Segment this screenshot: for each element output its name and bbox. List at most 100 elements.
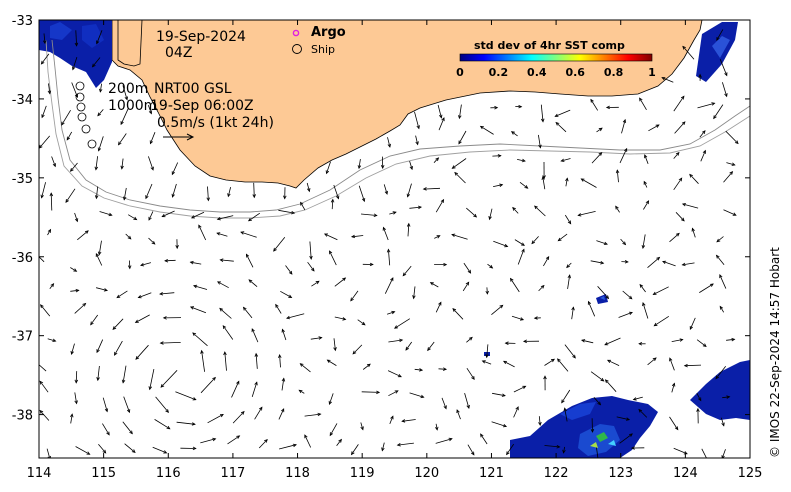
- current-vector-head: [435, 157, 440, 162]
- current-vector-head: [691, 227, 695, 232]
- current-vector-head: [97, 147, 102, 152]
- current-vector-head: [416, 125, 420, 130]
- y-tick-label: -34: [12, 93, 33, 108]
- current-vector-head: [489, 264, 494, 269]
- current-vector-head: [189, 306, 195, 310]
- current-vector: [441, 397, 447, 409]
- current-vector: [596, 127, 603, 133]
- current-vector: [713, 104, 724, 119]
- current-vector-head: [286, 315, 291, 320]
- current-vector: [279, 354, 281, 368]
- current-vector-head: [701, 130, 706, 134]
- x-tick-label: 114: [27, 466, 52, 481]
- current-vector: [409, 160, 413, 170]
- current-vector: [71, 82, 78, 98]
- current-vector: [581, 178, 597, 188]
- current-vector-head: [622, 118, 627, 124]
- current-vector-head: [325, 170, 330, 175]
- current-vector-head: [74, 400, 78, 405]
- current-vector: [409, 206, 422, 209]
- current-vector: [512, 207, 519, 214]
- current-vector: [207, 414, 224, 424]
- current-vector-head: [521, 158, 526, 163]
- current-vector-head: [212, 437, 217, 442]
- current-vector-head: [306, 188, 311, 193]
- x-tick-label: 119: [350, 466, 375, 481]
- current-vector: [190, 306, 207, 314]
- current-vector: [49, 283, 54, 289]
- current-vector-head: [121, 379, 126, 384]
- current-vector-head: [171, 171, 175, 176]
- current-vector: [217, 281, 229, 289]
- current-vector: [555, 109, 571, 117]
- colorbar-tick-label: 0.6: [565, 66, 585, 79]
- x-tick-label: 123: [608, 466, 633, 481]
- contour-200m: [51, 39, 750, 213]
- current-vector-head: [510, 277, 514, 282]
- current-vector-head: [731, 162, 736, 166]
- current-vector-head: [326, 359, 331, 364]
- current-vector-head: [396, 443, 401, 447]
- current-vector-head: [212, 376, 216, 381]
- current-vector: [642, 302, 649, 319]
- current-vector-head: [696, 407, 700, 412]
- current-vector: [334, 316, 346, 320]
- current-vector-head: [361, 197, 366, 203]
- current-vector-head: [562, 449, 566, 454]
- current-vector-head: [456, 409, 460, 414]
- current-vector-head: [96, 377, 100, 382]
- current-vector-head: [442, 367, 448, 371]
- current-vector-head: [165, 409, 169, 414]
- current-vector-head: [133, 216, 138, 221]
- current-vector: [135, 314, 150, 323]
- current-vector-head: [441, 117, 445, 122]
- current-vector: [647, 257, 660, 269]
- current-vector-head: [598, 152, 603, 156]
- current-vector: [427, 341, 435, 351]
- current-vector-head: [134, 319, 139, 323]
- current-vector-head: [580, 339, 586, 343]
- current-vector-head: [240, 410, 245, 415]
- current-vector: [452, 158, 467, 169]
- current-vector: [491, 421, 507, 427]
- current-vector: [251, 328, 259, 343]
- current-vector: [689, 174, 699, 184]
- current-vector: [307, 261, 315, 272]
- current-vector-head: [471, 375, 475, 380]
- current-vector-head: [470, 451, 475, 456]
- current-vector-head: [641, 244, 646, 249]
- current-vector-head: [145, 195, 149, 200]
- current-vector-head: [580, 178, 585, 182]
- current-vector: [222, 325, 234, 340]
- current-vector-head: [597, 401, 602, 406]
- current-vector-head: [590, 98, 594, 103]
- current-vector-head: [622, 241, 627, 246]
- current-vector: [673, 96, 685, 112]
- current-vector: [227, 435, 240, 445]
- current-vector: [510, 278, 520, 293]
- current-vector: [41, 105, 47, 118]
- current-vector: [487, 263, 493, 269]
- current-vector: [75, 30, 77, 46]
- current-vector-head: [644, 154, 648, 159]
- current-vector-head: [485, 290, 489, 295]
- current-vector: [715, 365, 727, 379]
- current-vector: [415, 135, 419, 145]
- current-vector: [387, 370, 402, 378]
- current-vector-head: [719, 274, 723, 279]
- map-time: 04Z: [165, 45, 193, 61]
- current-vector-head: [520, 242, 525, 246]
- current-vector-head: [198, 224, 202, 229]
- current-vector-head: [75, 288, 80, 293]
- current-vector: [388, 339, 403, 343]
- current-vector-head: [639, 97, 643, 102]
- current-vector-head: [541, 175, 545, 181]
- current-vector-head: [148, 110, 153, 115]
- current-vector: [413, 286, 416, 299]
- current-vector: [596, 447, 599, 458]
- current-vector: [607, 359, 620, 366]
- current-vector-head: [662, 260, 667, 264]
- current-vector-head: [318, 336, 323, 340]
- current-vector: [74, 212, 78, 222]
- current-vector-head: [299, 363, 304, 367]
